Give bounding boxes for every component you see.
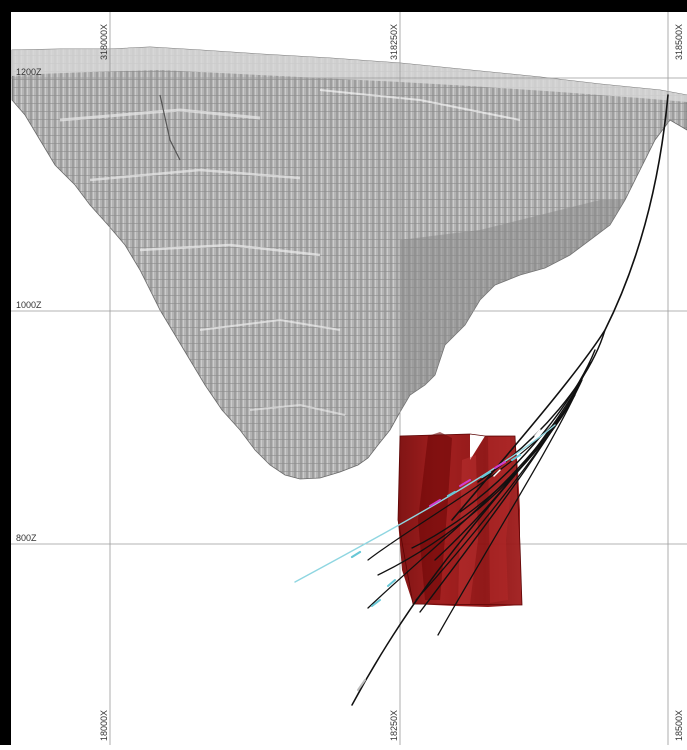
top-border xyxy=(0,0,687,12)
axis-labels: 1200Z 1000Z 800Z 318000X 318250X 318500X… xyxy=(16,24,684,741)
drillhole-7 xyxy=(437,387,579,636)
label-18000x: 18000X xyxy=(99,710,109,741)
label-1000z: 1000Z xyxy=(16,300,42,310)
label-318250x: 318250X xyxy=(389,24,399,60)
drillholes xyxy=(294,94,669,706)
pit-surface xyxy=(11,46,687,480)
drillhole-13 xyxy=(294,424,556,583)
label-18250x: 18250X xyxy=(389,710,399,741)
label-318000x: 318000X xyxy=(99,24,109,60)
drillhole-9 xyxy=(377,399,573,576)
left-border xyxy=(0,0,11,745)
orebody-solid xyxy=(397,432,523,607)
drillhole-12 xyxy=(367,417,561,561)
grid xyxy=(11,12,687,745)
label-318500x: 318500X xyxy=(674,24,684,60)
label-18500x: 18500X xyxy=(674,710,684,741)
drillhole-11 xyxy=(351,409,566,706)
label-1200z: 1200Z xyxy=(16,67,42,77)
label-800z: 800Z xyxy=(16,533,37,543)
drillhole-5 xyxy=(419,371,586,613)
